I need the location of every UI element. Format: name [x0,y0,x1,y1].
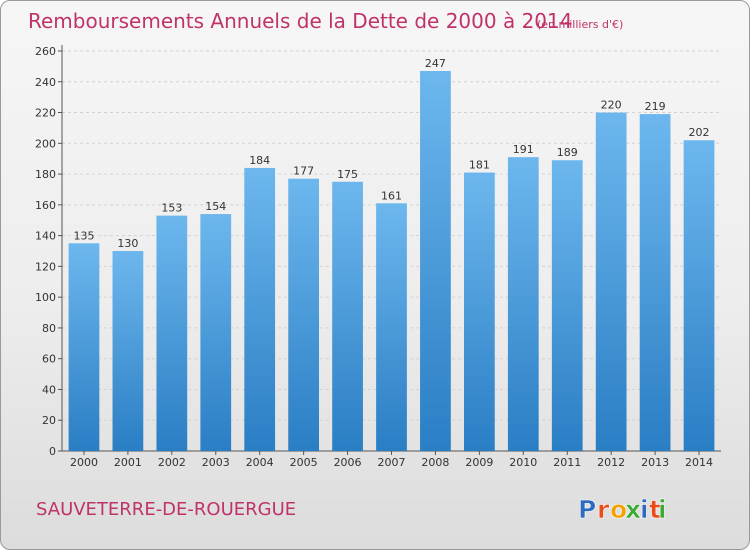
x-tick-label: 2004 [246,456,274,469]
logo-letter: r [597,495,610,524]
data-label-2008: 247 [425,57,446,70]
bar-2001 [112,251,144,451]
y-tick-label: 240 [35,76,56,89]
logo-letter: i [658,495,667,524]
x-tick-label: 2005 [290,456,318,469]
data-label-2005: 177 [293,165,314,178]
data-label-2006: 175 [337,168,358,181]
y-tick-label: 80 [42,322,56,335]
logo-letter: t [649,495,661,524]
x-tick-label: 2012 [597,456,625,469]
bar-2000 [68,243,100,451]
chart-title: Remboursements Annuels de la Dette de 20… [28,9,572,33]
y-tick-label: 120 [35,260,56,273]
bar-2003 [200,214,232,451]
bar-2009 [463,172,495,452]
bar-2010 [507,157,539,451]
y-tick-label: 0 [49,445,56,458]
x-tick-label: 2002 [158,456,186,469]
data-label-2002: 153 [161,202,182,215]
chart-unit: (en milliers d'€) [537,18,623,31]
x-tick-label: 2011 [553,456,581,469]
data-label-2004: 184 [249,154,270,167]
x-tick-label: 2009 [465,456,493,469]
y-tick-label: 40 [42,383,56,396]
y-tick-label: 60 [42,353,56,366]
bar-2014 [683,140,715,451]
x-tick-label: 2000 [70,456,98,469]
bar-2007 [376,203,407,451]
x-tick-label: 2003 [202,456,230,469]
x-tick-label: 2014 [685,456,713,469]
bar-2005 [288,178,320,451]
bar-2012 [595,112,627,452]
bar-2002 [156,215,188,451]
logo-letter: P [578,495,596,524]
y-tick-label: 260 [35,45,56,58]
y-tick-label: 20 [42,414,56,427]
data-label-2000: 135 [73,229,94,242]
data-label-2007: 161 [381,189,402,202]
bar-2011 [551,160,583,451]
data-label-2003: 154 [205,200,226,213]
bar-2004 [244,167,276,451]
data-label-2001: 130 [117,237,138,250]
x-tick-label: 2013 [641,456,669,469]
y-tick-labels: 0 20 40 60 80 100 120 140 160 180 200 220 240 260 [35,45,56,458]
x-tick-label: 2008 [421,456,449,469]
bars [68,71,715,452]
data-label-2013: 219 [645,100,666,113]
logo-letter: i [640,495,649,524]
data-label-2010: 191 [513,143,534,156]
y-tick-label: 140 [35,230,56,243]
logo-letter: x [625,495,641,524]
data-label-2009: 181 [469,159,490,172]
x-tick-label: 2010 [509,456,537,469]
data-label-2014: 202 [689,126,710,139]
town-name: SAUVETERRE-DE-ROUERGUE [36,499,296,520]
data-labels: 135 130 153 154 184 177 175 161 247 181 191 189 220 2… [73,57,709,250]
x-tick-label: 2001 [114,456,142,469]
y-tick-label: 180 [35,168,56,181]
data-label-2011: 189 [557,146,578,159]
y-tick-label: 220 [35,107,56,120]
y-tick-label: 200 [35,137,56,150]
x-tick-labels: 2000 2001 2002 2003 2004 2005 2006 2007 2008 2009… [70,456,713,469]
bar-2008 [420,71,451,451]
logo-letter: o [610,495,627,524]
x-tick-label: 2007 [378,456,406,469]
x-tick-label: 2006 [334,456,362,469]
y-tick-label: 160 [35,199,56,212]
y-tick-label: 100 [35,291,56,304]
bar-2006 [332,181,363,451]
bar-2013 [639,114,671,452]
data-label-2012: 220 [601,99,622,112]
